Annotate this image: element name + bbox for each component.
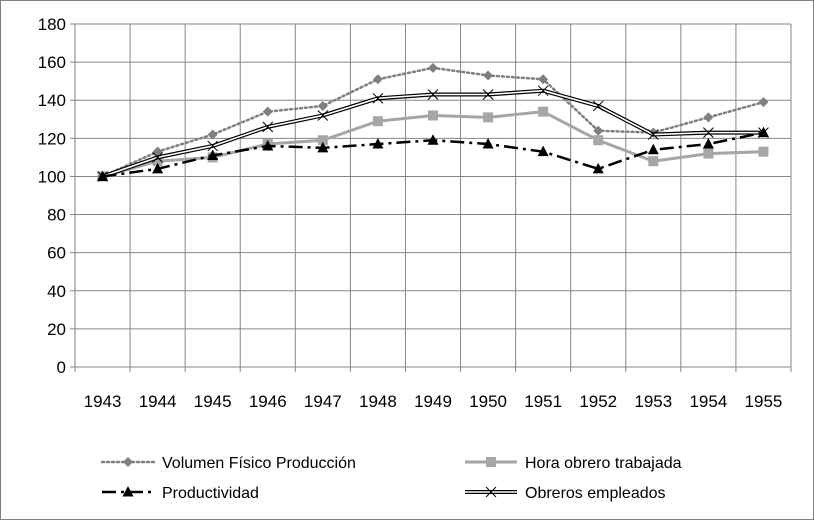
legend-label: Productividad [162, 485, 259, 502]
data-point [372, 138, 384, 149]
x-tick-label: 1955 [745, 392, 783, 411]
data-point [262, 106, 273, 117]
data-point [482, 89, 494, 100]
x-tick-label: 1946 [249, 392, 287, 411]
x-tick-label: 1943 [84, 392, 122, 411]
legend-label: Obreros empleados [525, 485, 666, 502]
data-point [483, 112, 494, 123]
legend: Volumen Físico Producción Hora obrero tra… [100, 455, 682, 502]
data-point [372, 92, 384, 104]
y-tick-label: 60 [47, 244, 66, 263]
y-tick-label: 40 [47, 282, 66, 301]
y-tick-label: 100 [38, 167, 66, 186]
y-tick-label: 160 [38, 53, 66, 72]
data-point [207, 129, 218, 140]
legend-marker [486, 457, 496, 467]
y-tick-label: 140 [38, 91, 66, 110]
grid-lines [74, 23, 792, 368]
x-tick-label: 1952 [579, 392, 617, 411]
y-tick-label: 120 [38, 129, 66, 148]
data-point [152, 162, 164, 174]
data-point [482, 138, 494, 149]
x-tick-label: 1949 [414, 392, 452, 411]
data-point [97, 170, 109, 181]
x-tick-label: 1951 [524, 392, 562, 411]
series-group [97, 62, 769, 182]
y-tick-label: 80 [47, 206, 66, 225]
data-point [207, 149, 219, 160]
y-tick-label: 180 [38, 15, 66, 34]
data-point [262, 121, 274, 133]
tick-labels: 0 20 40 60 80 100 120 140 160 180 1943 1944 1945 1946… [38, 15, 783, 411]
data-point [537, 145, 549, 157]
series-line [101, 88, 764, 179]
x-tick-label: 1950 [469, 392, 507, 411]
series-0 [97, 62, 769, 182]
data-point [593, 125, 604, 136]
y-tick-label: 20 [47, 320, 66, 339]
data-point [593, 135, 604, 146]
data-point [428, 110, 438, 121]
x-tick-label: 1948 [359, 392, 397, 411]
data-point [647, 143, 659, 155]
x-tick-label: 1945 [194, 392, 232, 411]
legend-label: Hora obrero trabajada [525, 455, 682, 472]
x-tick-label: 1947 [304, 392, 342, 411]
data-point [757, 126, 769, 138]
data-point [152, 152, 163, 163]
legend-marker [123, 457, 133, 467]
data-point [648, 156, 659, 167]
data-point [427, 134, 439, 145]
x-tick-label: 1944 [139, 392, 177, 411]
data-point [152, 156, 163, 167]
data-point [703, 127, 714, 138]
data-point [538, 106, 549, 117]
data-point [317, 110, 329, 121]
data-point [428, 62, 438, 73]
data-point [703, 112, 714, 123]
data-point [758, 97, 769, 108]
x-tick-label: 1954 [689, 392, 727, 411]
data-point [538, 74, 549, 85]
data-point [592, 100, 604, 112]
data-point [152, 146, 163, 157]
data-point [647, 129, 659, 140]
data-point [537, 85, 549, 97]
legend-marker [122, 486, 134, 497]
data-point [592, 162, 604, 174]
legend-item: Hora obrero trabajada [465, 455, 682, 472]
data-point [317, 141, 329, 153]
data-point [372, 116, 383, 127]
legend-item: Productividad [102, 485, 259, 502]
y-tick-label: 0 [57, 358, 66, 377]
legend-label: Volumen Físico Producción [162, 455, 356, 472]
legend-item: Volumen Físico Producción [100, 455, 356, 472]
data-point [483, 70, 494, 81]
data-point [317, 100, 328, 111]
data-point [317, 135, 328, 146]
axes [70, 23, 792, 372]
data-point [207, 140, 219, 152]
data-point [703, 148, 714, 159]
legend-marker [485, 486, 497, 498]
data-point [758, 146, 769, 157]
data-point [372, 74, 383, 85]
data-point [427, 89, 439, 100]
data-point [262, 139, 274, 151]
data-point [702, 138, 714, 149]
x-tick-label: 1953 [634, 392, 672, 411]
series-2 [97, 126, 769, 181]
series-3 [97, 85, 769, 182]
legend-item: Obreros empleados [465, 485, 666, 502]
